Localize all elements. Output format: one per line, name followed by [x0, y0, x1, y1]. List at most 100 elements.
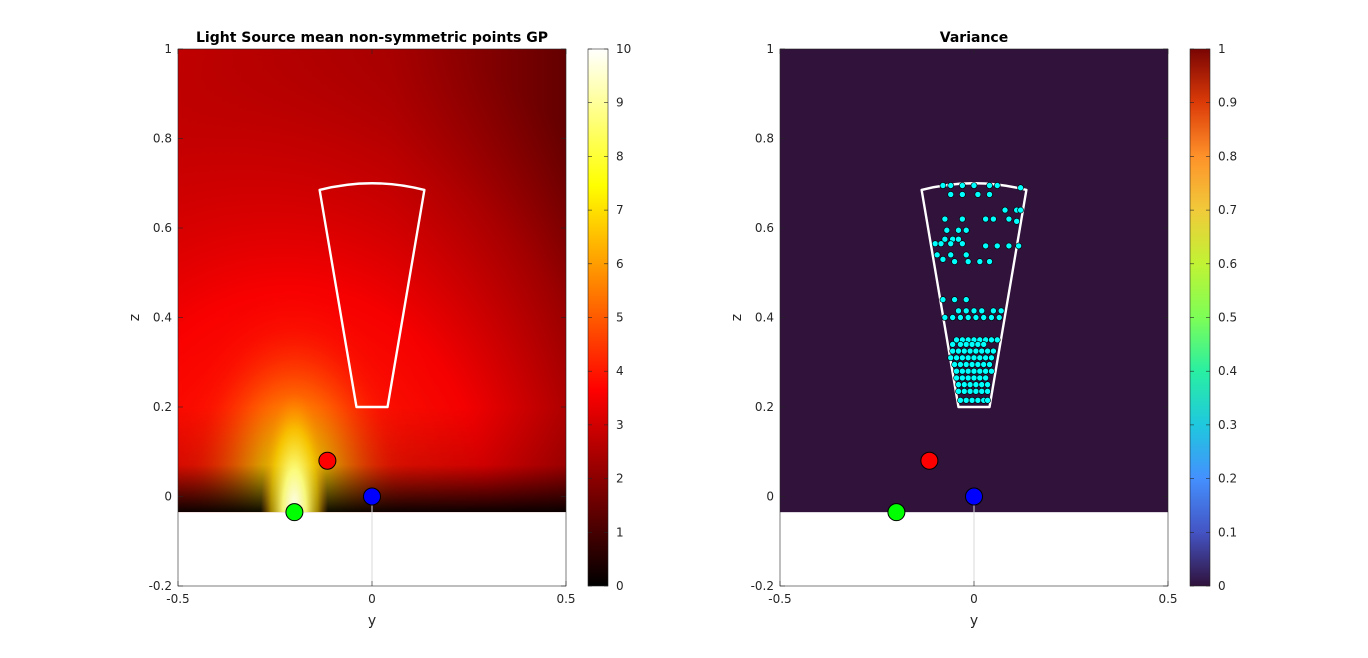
sample-point — [955, 235, 962, 243]
colorbar-tick-label: 2 — [616, 472, 624, 486]
y-tick-label: -0.2 — [751, 579, 774, 593]
region-outline — [920, 182, 1028, 409]
sample-point — [964, 314, 972, 321]
colorbar-tick-label: 0 — [616, 579, 624, 593]
sample-point — [974, 191, 982, 198]
mean-heatmap-panel: -0.5 0 0.5 -0.2 0 0.2 0.4 0.6 0.8 1 Light Source… — [127, 30, 631, 629]
colorbar-tick-label: 0.3 — [1218, 418, 1237, 432]
sample-point — [988, 367, 995, 375]
variance-y-ticks: -0.2 0 0.2 0.4 0.6 0.8 1 — [751, 42, 1168, 593]
sample-point — [986, 258, 993, 265]
sample-point — [959, 374, 966, 382]
sample-point — [974, 341, 982, 348]
y-tick-label: 0.2 — [153, 400, 172, 414]
sample-point — [964, 258, 972, 265]
sample-point — [957, 314, 964, 321]
sample-point — [982, 242, 989, 250]
colorbar-tick-label: 0.8 — [1218, 149, 1237, 163]
sample-point — [988, 336, 995, 344]
colorbar-tick-label: 0.7 — [1218, 203, 1237, 217]
colorbar-tick-label: 4 — [616, 364, 624, 378]
sample-point — [955, 381, 962, 388]
blue-marker — [363, 487, 381, 506]
sample-point — [959, 367, 966, 375]
y-tick-label: 0.4 — [755, 311, 774, 325]
sample-point — [955, 226, 962, 234]
sample-point — [990, 347, 997, 355]
variance-region-outline — [920, 182, 1028, 409]
colorbar-tick-label: 10 — [616, 42, 631, 56]
colorbar-tick-label: 1 — [616, 525, 624, 539]
sample-point — [960, 381, 968, 388]
x-tick-label: 0 — [970, 592, 978, 606]
sample-point — [968, 341, 976, 348]
sample-point — [960, 388, 968, 395]
sample-point — [993, 182, 1001, 189]
sample-point — [1017, 184, 1024, 192]
sample-point — [988, 354, 995, 362]
sample-point — [995, 314, 1003, 321]
sample-point — [984, 347, 991, 355]
sample-point — [966, 388, 974, 395]
sample-point — [962, 361, 970, 368]
x-tick-label: 0.5 — [556, 592, 575, 606]
sample-point — [976, 367, 984, 375]
sample-point — [959, 215, 966, 223]
sample-point — [972, 314, 980, 321]
sample-point — [949, 314, 956, 321]
sample-point — [955, 307, 962, 315]
y-tick-label: 0.8 — [153, 132, 172, 146]
y-tick-label: 0.8 — [755, 132, 774, 146]
mean-x-ticks: -0.5 0 0.5 — [166, 49, 576, 606]
mean-chart-title: Light Source mean non-symmetric points G… — [196, 30, 548, 46]
sample-point — [947, 240, 955, 247]
variance-x-axis-label: y — [970, 613, 978, 629]
sample-point — [949, 347, 956, 355]
variance-axes-frame — [779, 48, 1169, 587]
sample-point — [949, 341, 956, 348]
sample-point — [1005, 215, 1013, 223]
colorbar-tick-label: 0.2 — [1218, 472, 1237, 486]
sample-point — [970, 374, 978, 382]
sample-point — [959, 354, 966, 362]
sample-point — [1013, 217, 1020, 225]
y-tick-label: 0.2 — [755, 400, 774, 414]
sample-point — [941, 235, 949, 243]
colorbar-tick-label: 0.5 — [1218, 311, 1237, 325]
sample-point — [941, 215, 949, 223]
colorbar-tick-label: 0.1 — [1218, 525, 1237, 539]
sample-point — [1015, 242, 1022, 250]
sample-point — [990, 307, 997, 315]
sample-point — [997, 307, 1005, 315]
sample-point — [986, 191, 993, 198]
sample-point — [990, 215, 997, 223]
sample-point — [959, 182, 966, 189]
colorbar-tick-label: 1 — [1218, 42, 1226, 56]
sample-point — [976, 258, 984, 265]
sample-point — [974, 361, 982, 368]
sample-point — [939, 256, 947, 263]
colorbar-tick-label: 3 — [616, 418, 624, 432]
colorbar-tick-label: 5 — [616, 311, 624, 325]
sample-point — [959, 240, 966, 247]
sample-point — [939, 182, 947, 189]
sample-point — [964, 374, 972, 382]
sample-point — [984, 388, 991, 395]
sample-point — [984, 396, 991, 404]
sample-point — [970, 307, 978, 315]
y-tick-label: 1 — [164, 42, 172, 56]
sample-point — [962, 226, 970, 234]
sample-point — [964, 367, 972, 375]
sample-point — [941, 314, 949, 321]
sample-point — [976, 354, 984, 362]
variance-heatmap-field — [780, 49, 1168, 513]
sample-point — [953, 374, 960, 382]
heat-core — [178, 49, 566, 513]
variance-markers — [887, 451, 983, 522]
sample-point — [978, 388, 986, 395]
y-tick-label: -0.2 — [149, 579, 172, 593]
variance-sample-points — [931, 182, 1024, 404]
mean-y-axis-label: z — [127, 314, 143, 321]
sample-point — [955, 347, 962, 355]
sample-point — [962, 307, 970, 315]
